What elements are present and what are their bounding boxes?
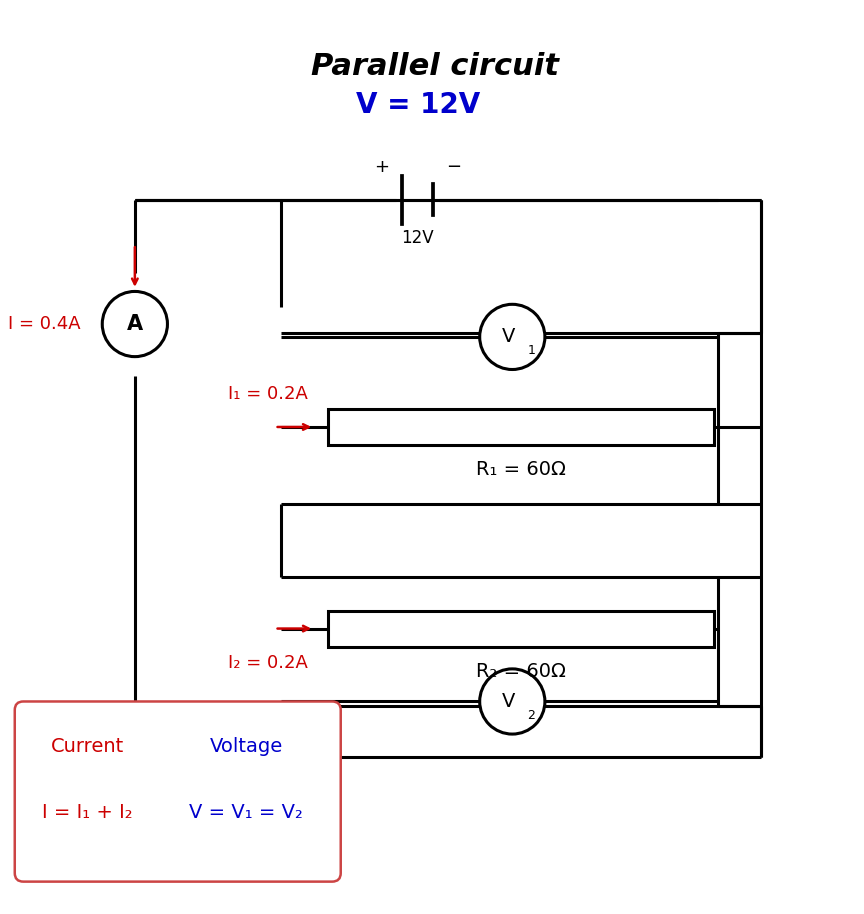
Text: Voltage: Voltage — [210, 737, 283, 756]
Text: 2: 2 — [527, 708, 535, 722]
Circle shape — [102, 292, 168, 356]
Text: Parallel circuit: Parallel circuit — [311, 52, 559, 81]
Text: −: − — [447, 158, 461, 176]
FancyBboxPatch shape — [15, 701, 340, 882]
Circle shape — [480, 669, 545, 734]
Text: V: V — [502, 692, 516, 711]
Text: R₂ = 60Ω: R₂ = 60Ω — [476, 662, 566, 681]
Text: A: A — [127, 314, 143, 334]
Text: 12V: 12V — [402, 229, 435, 248]
Text: V: V — [502, 327, 516, 346]
Text: R₁ = 60Ω: R₁ = 60Ω — [476, 461, 566, 479]
FancyBboxPatch shape — [327, 611, 714, 646]
Text: +: + — [374, 158, 390, 176]
Text: Current: Current — [51, 737, 124, 756]
Text: V = V₁ = V₂: V = V₁ = V₂ — [189, 803, 303, 823]
Text: I₂ = 0.2A: I₂ = 0.2A — [228, 654, 308, 672]
Text: V = 12V: V = 12V — [356, 91, 480, 120]
Text: 1: 1 — [527, 345, 535, 357]
Text: I = 0.4A: I = 0.4A — [9, 315, 81, 333]
Circle shape — [480, 304, 545, 369]
Text: I₁ = 0.2A: I₁ = 0.2A — [228, 386, 308, 403]
FancyBboxPatch shape — [327, 409, 714, 445]
Text: I = I₁ + I₂: I = I₁ + I₂ — [42, 803, 133, 823]
